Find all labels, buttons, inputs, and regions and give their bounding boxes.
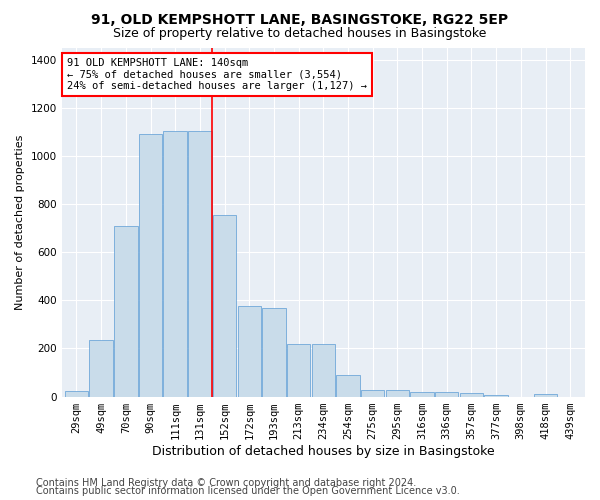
Bar (262, 308, 286, 396)
Text: 91, OLD KEMPSHOTT LANE, BASINGSTOKE, RG22 5EP: 91, OLD KEMPSHOTT LANE, BASINGSTOKE, RG2… (91, 12, 509, 26)
Bar (336, 375, 360, 396)
Bar (65, 390, 88, 396)
Bar (287, 344, 310, 396)
Text: Size of property relative to detached houses in Basingstoke: Size of property relative to detached ho… (113, 28, 487, 40)
Bar (114, 226, 137, 396)
Text: Contains public sector information licensed under the Open Government Licence v3: Contains public sector information licen… (36, 486, 460, 496)
Bar (460, 393, 483, 396)
Bar (484, 394, 508, 396)
Bar (163, 130, 187, 396)
Bar (311, 344, 335, 396)
Text: Contains HM Land Registry data © Crown copyright and database right 2024.: Contains HM Land Registry data © Crown c… (36, 478, 416, 488)
Bar (361, 390, 385, 396)
Bar (410, 392, 434, 396)
Text: 91 OLD KEMPSHOTT LANE: 140sqm
← 75% of detached houses are smaller (3,554)
24% o: 91 OLD KEMPSHOTT LANE: 140sqm ← 75% of d… (67, 58, 367, 91)
Bar (435, 392, 458, 396)
X-axis label: Distribution of detached houses by size in Basingstoke: Distribution of detached houses by size … (152, 444, 494, 458)
Bar (534, 394, 557, 396)
Bar (188, 130, 212, 396)
Bar (386, 390, 409, 396)
Y-axis label: Number of detached properties: Number of detached properties (15, 134, 25, 310)
Bar (238, 306, 261, 396)
Bar (139, 134, 162, 396)
Bar (89, 340, 113, 396)
Bar (213, 215, 236, 396)
